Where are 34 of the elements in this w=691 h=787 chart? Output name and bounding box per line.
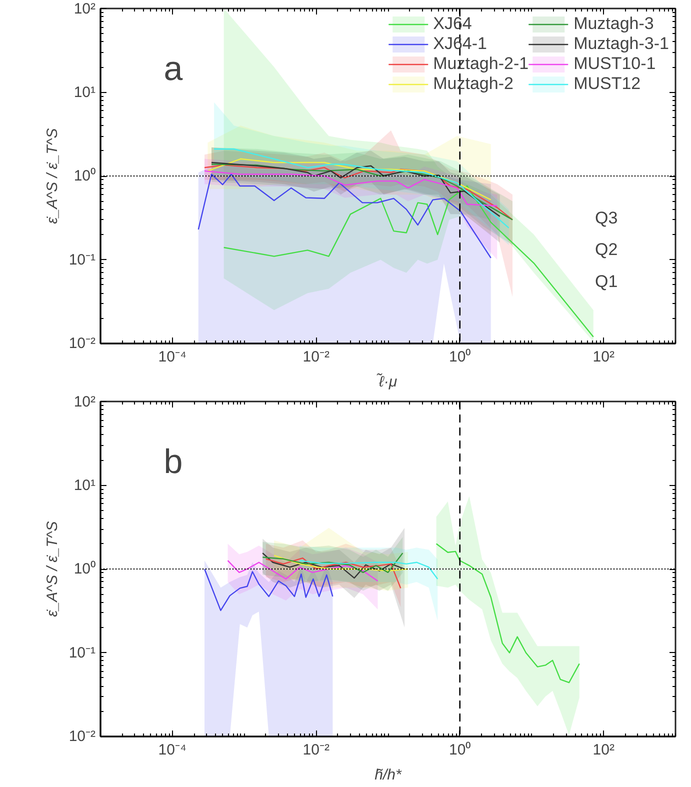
x-tick-label: 10⁰ — [449, 742, 471, 758]
y-tick-label: 10⁰ — [74, 560, 96, 578]
y-tick-label: 10² — [74, 394, 96, 410]
y-tick-label: 10⁻² — [68, 728, 96, 745]
annotation: b — [164, 442, 183, 481]
y-axis-title: ε̇_A^S / ε̇_T^S — [44, 128, 61, 224]
y-axis-title: ε̇_A^S / ε̇_T^S — [44, 521, 61, 617]
annotation: Q1 — [595, 272, 618, 292]
x-tick-label: 10⁻² — [302, 348, 330, 366]
x-tick-label: 10⁻⁴ — [158, 348, 186, 366]
x-tick-label: 10⁻² — [302, 742, 330, 758]
y-tick-label: 10⁻² — [68, 335, 96, 352]
legend-label: XJ64-1 — [433, 34, 487, 54]
x-tick-label: 10² — [592, 348, 614, 366]
legend-label: Muztagh-3-1 — [574, 34, 669, 54]
annotation: Q3 — [595, 208, 618, 228]
legend-label: Muztagh-2 — [433, 74, 514, 94]
x-tick-label: 10⁻⁴ — [158, 742, 186, 758]
legend-label: XJ64 — [433, 14, 472, 34]
legend-label: MUST10-1 — [574, 54, 656, 74]
x-tick-label: 10² — [592, 742, 614, 758]
y-tick-label: 10⁰ — [74, 168, 96, 184]
legend-label: Muztagh-3 — [574, 14, 654, 34]
annotation: a — [164, 50, 183, 88]
y-tick-label: 10¹ — [74, 84, 96, 101]
x-tick-label: 10⁰ — [449, 348, 471, 366]
x-axis-title: h̃/h* — [374, 766, 403, 784]
y-tick-label: 10¹ — [74, 476, 96, 494]
y-tick-label: 10⁻¹ — [68, 644, 96, 662]
x-axis-title: ℓ̃·μ — [376, 372, 398, 390]
annotation: Q2 — [595, 240, 618, 260]
y-tick-label: 10⁻¹ — [68, 251, 96, 268]
legend-label: MUST12 — [574, 74, 641, 94]
y-tick-label: 10² — [74, 0, 96, 18]
